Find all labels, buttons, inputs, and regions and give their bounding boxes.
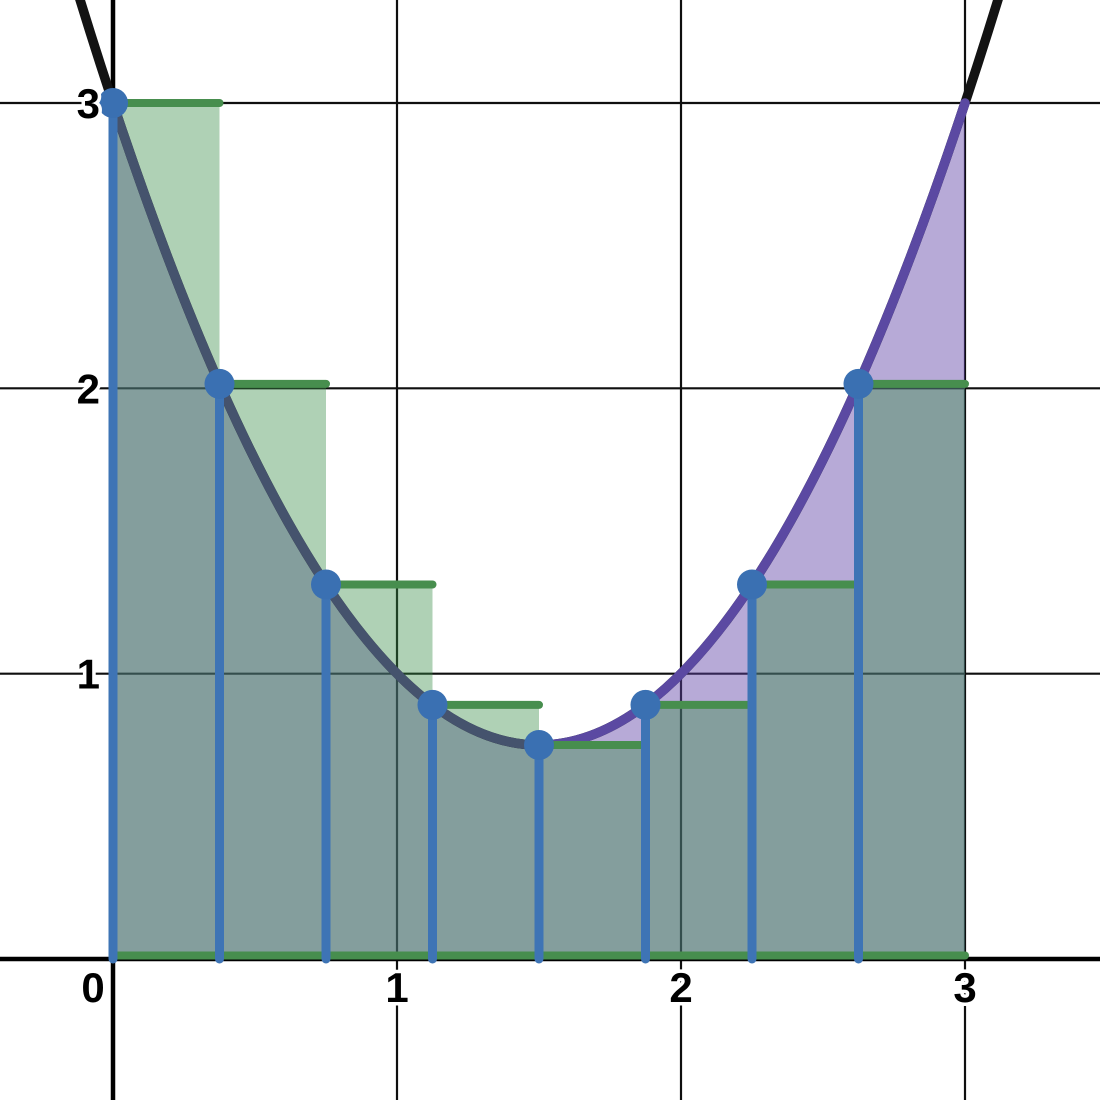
sample-verticals <box>108 98 864 964</box>
sample-point-dot[interactable] <box>737 569 768 600</box>
x-tick-label: 0 <box>81 964 104 1011</box>
axis-labels: 0 1 2 3 1 2 3 <box>73 76 980 1014</box>
x-tick-label: 3 <box>953 964 976 1011</box>
y-tick-label: 1 <box>77 651 100 698</box>
x-tick-label: 2 <box>669 964 692 1011</box>
sample-point-dot[interactable] <box>630 689 661 720</box>
y-tick-label: 3 <box>77 80 100 127</box>
x-tick-label: 1 <box>385 964 408 1011</box>
sample-point-dot[interactable] <box>311 569 342 600</box>
sample-points <box>98 87 874 760</box>
sample-point-dot[interactable] <box>98 87 129 118</box>
sample-point-dot[interactable] <box>524 729 555 760</box>
y-tick-label: 2 <box>77 365 100 412</box>
riemann-top-segments <box>109 98 970 749</box>
sample-point-dot[interactable] <box>417 689 448 720</box>
sample-point-dot[interactable] <box>843 368 874 399</box>
sample-point-dot[interactable] <box>204 368 235 399</box>
